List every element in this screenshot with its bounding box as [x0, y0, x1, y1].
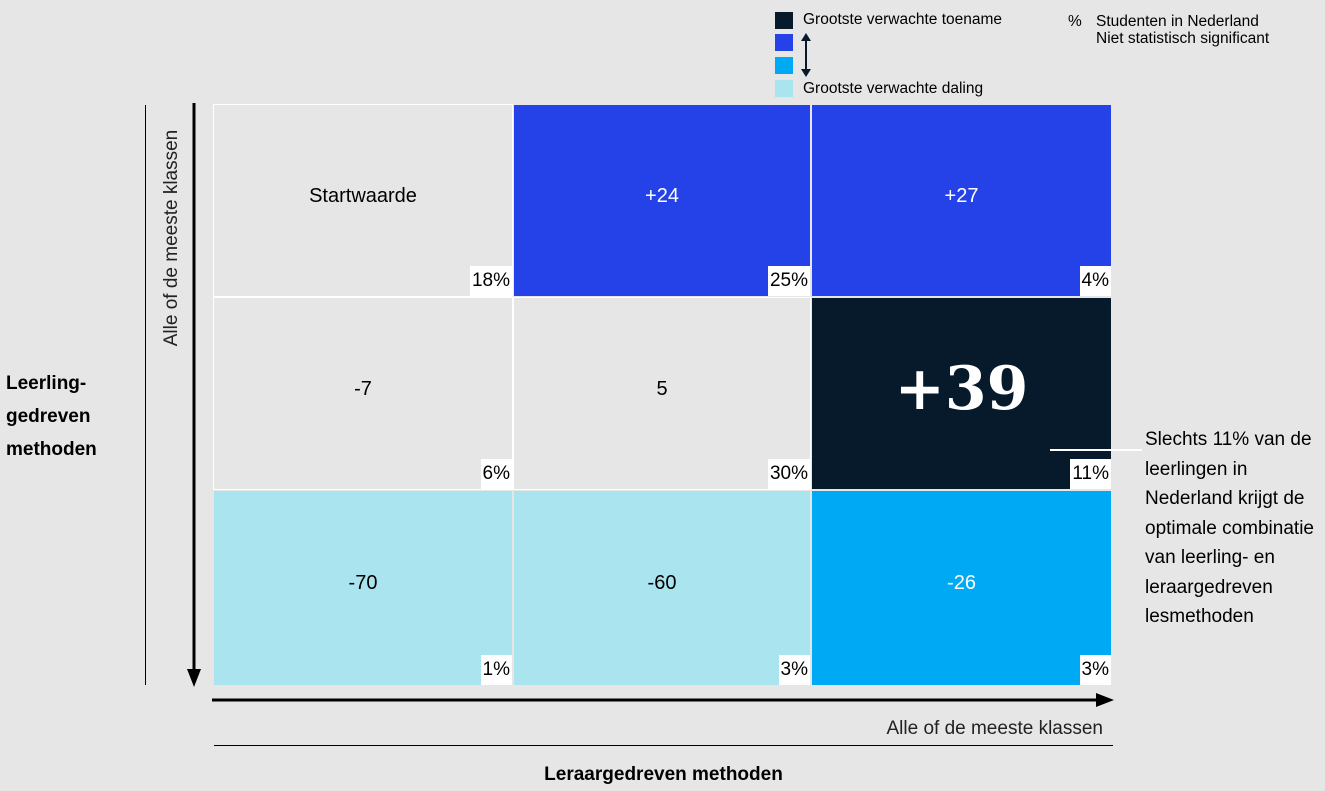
legend-not-significant: Niet statistisch significant — [1096, 30, 1270, 47]
cell-pct-badge: 11% — [1070, 459, 1111, 489]
col-axis-direction-label: Alle of de meeste klassen — [886, 718, 1103, 739]
heatmap-cell: -70 1% — [214, 491, 512, 685]
legend-swatch-largest-increase — [775, 12, 793, 29]
cell-value: +24 — [645, 184, 679, 207]
row-axis-arrow-icon — [187, 103, 201, 687]
cell-pct-badge: 1% — [480, 655, 512, 685]
row-axis-title-line-3: methoden — [6, 439, 97, 460]
col-axis-arrow-icon — [212, 693, 1114, 707]
heatmap-cell: Startwaarde 18% — [213, 104, 513, 297]
cell-pct-badge: 18% — [469, 266, 512, 296]
heatmap-cell: -7 6% — [213, 297, 513, 490]
cell-value: 5 — [656, 377, 668, 400]
legend-label-largest-decrease: Grootste verwachte daling — [803, 80, 984, 97]
cell-pct-badge: 25% — [767, 266, 810, 296]
legend-swatch-largest-decrease — [775, 80, 793, 97]
col-axis-title: Leraargedreven methoden — [544, 764, 783, 785]
heatmap-cell: -60 3% — [514, 491, 810, 685]
col-axis-rule — [214, 745, 1113, 746]
double-arrow-icon — [801, 33, 811, 77]
heatmap-cell: -26 3% — [812, 491, 1111, 685]
row-axis-rule — [145, 105, 146, 685]
cell-pct-badge: 3% — [1079, 655, 1111, 685]
cell-value: -70 — [348, 572, 378, 594]
cell-value: -26 — [947, 572, 976, 594]
heatmap-cell: 5 30% — [513, 297, 811, 490]
heatmap-cell: +39 11% — [812, 298, 1111, 489]
cell-value: +39 — [894, 353, 1029, 424]
cell-pct-badge: 30% — [767, 459, 810, 489]
row-axis-direction-label: Alle of de meeste klassen — [161, 129, 182, 347]
cell-pct-badge: 4% — [1079, 266, 1111, 296]
legend-pct-symbol: % — [1068, 13, 1082, 30]
cell-pct-badge: 3% — [778, 655, 810, 685]
legend-pct-label: Studenten in Nederland — [1096, 13, 1259, 30]
cell-value: Startwaarde — [309, 184, 417, 207]
row-axis-title: Leerling- gedreven methoden — [6, 367, 136, 466]
row-axis-title-line-2: gedreven — [6, 406, 91, 427]
row-axis-title-line-1: Leerling- — [6, 373, 87, 394]
legend-label-largest-increase: Grootste verwachte toename — [803, 11, 1003, 28]
cell-value: -60 — [647, 572, 677, 594]
legend-swatch-increase — [775, 34, 793, 51]
heatmap-grid: Startwaarde 18% +24 25% +27 4% -7 6% 5 30% +39 11% -… — [213, 104, 1113, 685]
cell-value: -7 — [354, 377, 372, 400]
cell-pct-badge: 6% — [480, 459, 512, 489]
heatmap-cell: +24 25% — [514, 105, 810, 296]
legend-swatch-decrease — [775, 57, 793, 74]
annotation-text: Slechts 11% van de leerlingen in Nederla… — [1145, 429, 1314, 627]
cell-value: +27 — [944, 184, 979, 207]
annotation-leader-line — [1050, 449, 1142, 451]
heatmap-cell: +27 4% — [812, 105, 1111, 296]
